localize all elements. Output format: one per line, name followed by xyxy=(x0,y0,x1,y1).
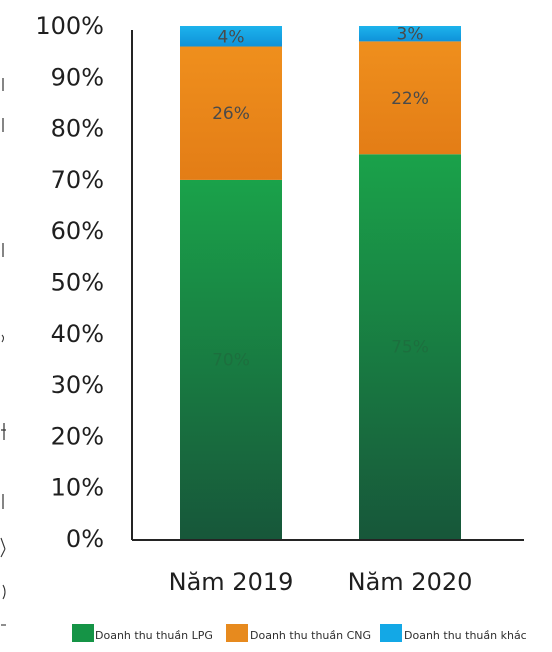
legend-swatch xyxy=(226,624,248,642)
x-tick-label: Năm 2020 xyxy=(348,568,473,596)
y-tick-label: 40% xyxy=(51,320,104,348)
bar-segment-doanh-thu-thuần-khác-1 xyxy=(359,26,461,42)
data-label: 3% xyxy=(397,25,424,45)
y-tick-label: 10% xyxy=(51,474,104,502)
data-label: 75% xyxy=(391,338,429,358)
bar-segment-doanh-thu-thuần-lpg-1 xyxy=(359,154,461,539)
y-tick-label: 90% xyxy=(51,63,104,91)
y-tick-label: 60% xyxy=(51,217,104,245)
legend-label: Doanh thu thuần khác xyxy=(404,629,527,642)
x-tick-label: Năm 2019 xyxy=(169,568,294,596)
legend: Doanh thu thuần LPG Doanh thu thuần CNG Do… xyxy=(72,624,527,642)
legend-item: Doanh thu thuần CNG xyxy=(226,624,371,642)
data-label: 26% xyxy=(212,104,250,124)
y-tick-label: 100% xyxy=(35,12,104,40)
legend-swatch xyxy=(72,624,94,642)
y-tick-label: 80% xyxy=(51,115,104,143)
bar-segment-doanh-thu-thuần-khác-0 xyxy=(180,26,282,47)
y-tick-label: 70% xyxy=(51,166,104,194)
data-label: 70% xyxy=(212,350,250,370)
legend-item: Doanh thu thuần LPG xyxy=(72,624,213,642)
data-label: 22% xyxy=(391,89,429,109)
y-tick-label: 20% xyxy=(51,422,104,450)
y-tick-label: 30% xyxy=(51,371,104,399)
legend-label: Doanh thu thuần CNG xyxy=(250,629,371,642)
bar-segment-doanh-thu-thuần-cng-1 xyxy=(359,41,461,155)
data-label: 4% xyxy=(218,27,245,47)
legend-swatch xyxy=(380,624,402,642)
y-tick-label: 0% xyxy=(66,525,104,553)
bar-segment-doanh-thu-thuần-cng-0 xyxy=(180,46,282,180)
plot-area: 0% 10% 20% 30% 40% 50% 60% 70% 80% 90% 100% 70% 26% 4… xyxy=(35,12,527,642)
legend-label: Doanh thu thuần LPG xyxy=(95,629,213,642)
legend-item: Doanh thu thuần khác xyxy=(380,624,527,642)
bar-segment-doanh-thu-thuần-lpg-0 xyxy=(180,179,282,539)
y-tick-label: 50% xyxy=(51,269,104,297)
